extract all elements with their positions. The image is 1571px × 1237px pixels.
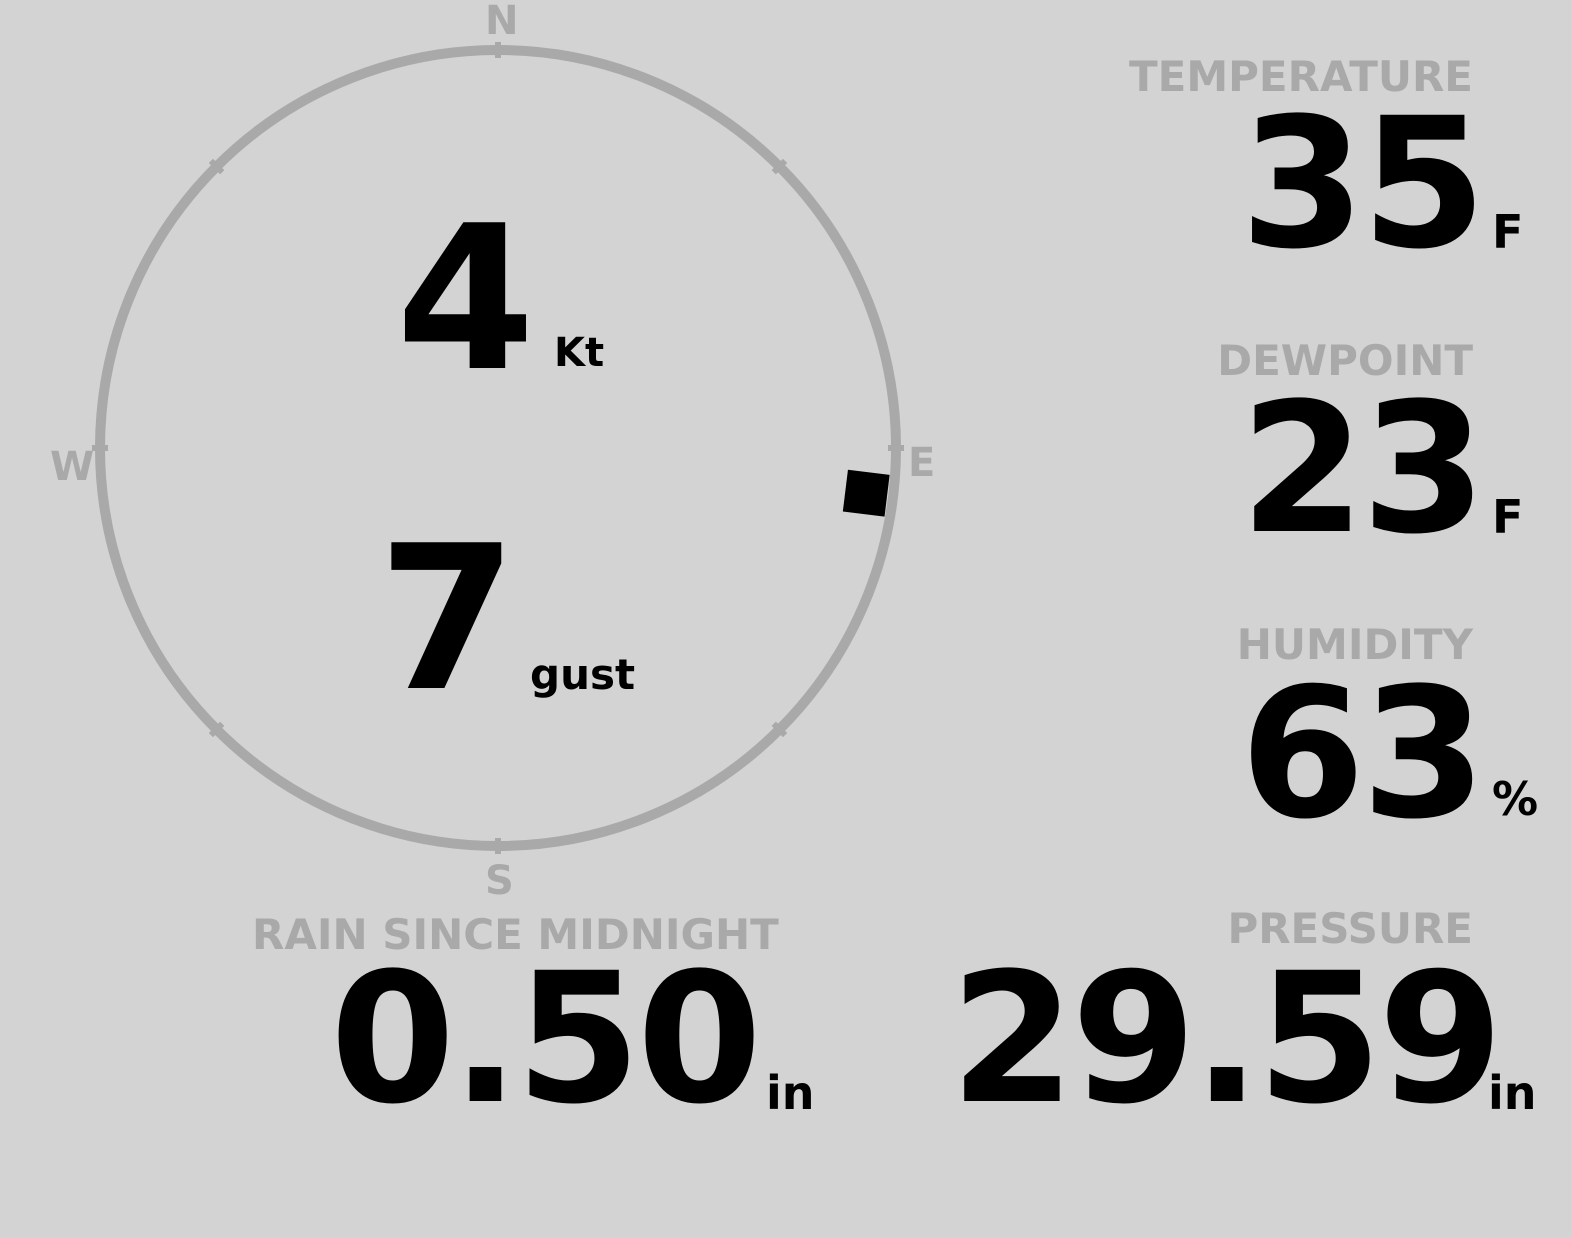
cardinal-e: E	[908, 440, 936, 486]
temperature-unit: F	[1492, 205, 1524, 259]
wind-gust-unit: gust	[530, 650, 636, 699]
dewpoint-unit: F	[1492, 490, 1524, 544]
wind-speed-unit: Kt	[554, 330, 605, 376]
wind-compass	[92, 42, 904, 854]
dewpoint-label: DEWPOINT	[1217, 336, 1473, 385]
pressure-value: 29.59	[950, 935, 1503, 1144]
compass-tick	[771, 158, 788, 175]
dewpoint-value: 23	[1240, 365, 1486, 574]
compass-ticks	[92, 42, 904, 854]
rain-unit: in	[766, 1066, 815, 1120]
wind-gust-value: 7	[378, 503, 517, 736]
rain-label: RAIN SINCE MIDNIGHT	[252, 910, 779, 959]
wind-speed-value: 4	[396, 183, 535, 416]
temperature-value: 35	[1240, 80, 1486, 289]
cardinal-n: N	[485, 0, 519, 44]
compass-tick	[208, 721, 225, 738]
pressure-unit: in	[1488, 1066, 1537, 1120]
compass-tick	[771, 721, 788, 738]
temperature-label: TEMPERATURE	[1129, 52, 1473, 101]
rain-value: 0.50	[330, 935, 762, 1144]
humidity-value: 63	[1240, 650, 1486, 859]
humidity-unit: %	[1492, 772, 1539, 826]
wind-direction-marker	[842, 469, 890, 517]
compass-tick	[208, 158, 225, 175]
humidity-label: HUMIDITY	[1236, 620, 1473, 669]
cardinal-s: S	[485, 858, 514, 904]
cardinal-w: W	[50, 444, 95, 490]
pressure-label: PRESSURE	[1227, 904, 1473, 953]
